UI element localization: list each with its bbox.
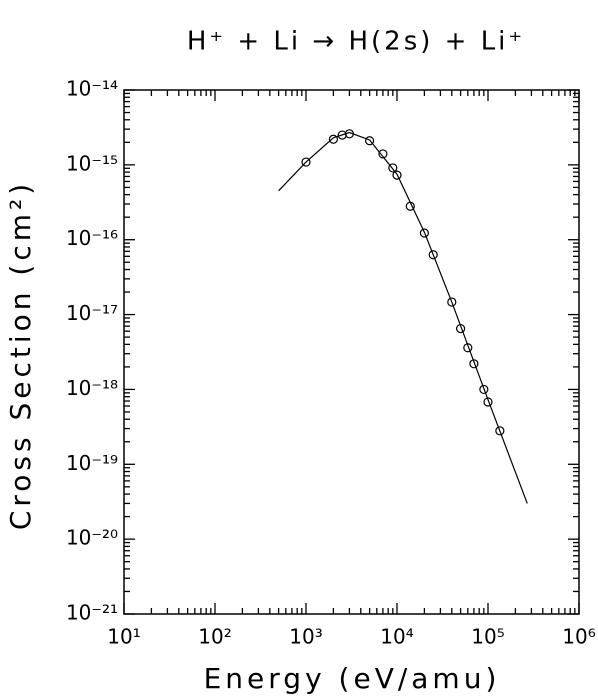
y-tick-label: 10⁻¹⁹: [66, 451, 118, 475]
data-point: [495, 426, 505, 436]
y-tick-label: 10⁻¹⁷: [66, 301, 118, 325]
y-tick-label: 10⁻¹⁵: [66, 151, 118, 175]
y-tick-label: 10⁻²¹: [66, 601, 118, 625]
data-point: [365, 136, 375, 146]
fit-line: [278, 131, 528, 504]
y-tick-label: 10⁻¹⁶: [66, 226, 118, 250]
data-point: [447, 297, 457, 307]
y-tick-label: 10⁻²⁰: [66, 526, 118, 550]
x-tick-label: 10³: [289, 625, 322, 649]
data-point: [328, 134, 338, 144]
data-point: [419, 228, 429, 238]
data-point: [378, 149, 388, 159]
data-point: [428, 250, 438, 260]
data-point: [337, 130, 347, 140]
data-point: [301, 157, 311, 167]
data-point: [388, 163, 398, 173]
data-point: [469, 359, 479, 369]
x-tick-label: 10⁶: [562, 625, 595, 649]
x-tick-label: 10¹: [107, 625, 140, 649]
x-axis-label: Energy (eV/amu): [204, 662, 501, 695]
data-point: [392, 170, 402, 180]
plot-frame: [123, 89, 580, 615]
x-tick-label: 10²: [198, 625, 231, 649]
data-point: [479, 384, 489, 395]
x-tick-label: 10⁴: [380, 625, 413, 649]
y-tick-label: 10⁻¹⁸: [66, 376, 118, 400]
x-tick-label: 10⁵: [471, 625, 504, 649]
y-axis-label: Cross Section (cm²): [4, 180, 37, 530]
y-tick-label: 10⁻¹⁴: [66, 77, 118, 101]
chart-title: H⁺ + Li → H(2s) + Li⁺: [187, 27, 525, 57]
